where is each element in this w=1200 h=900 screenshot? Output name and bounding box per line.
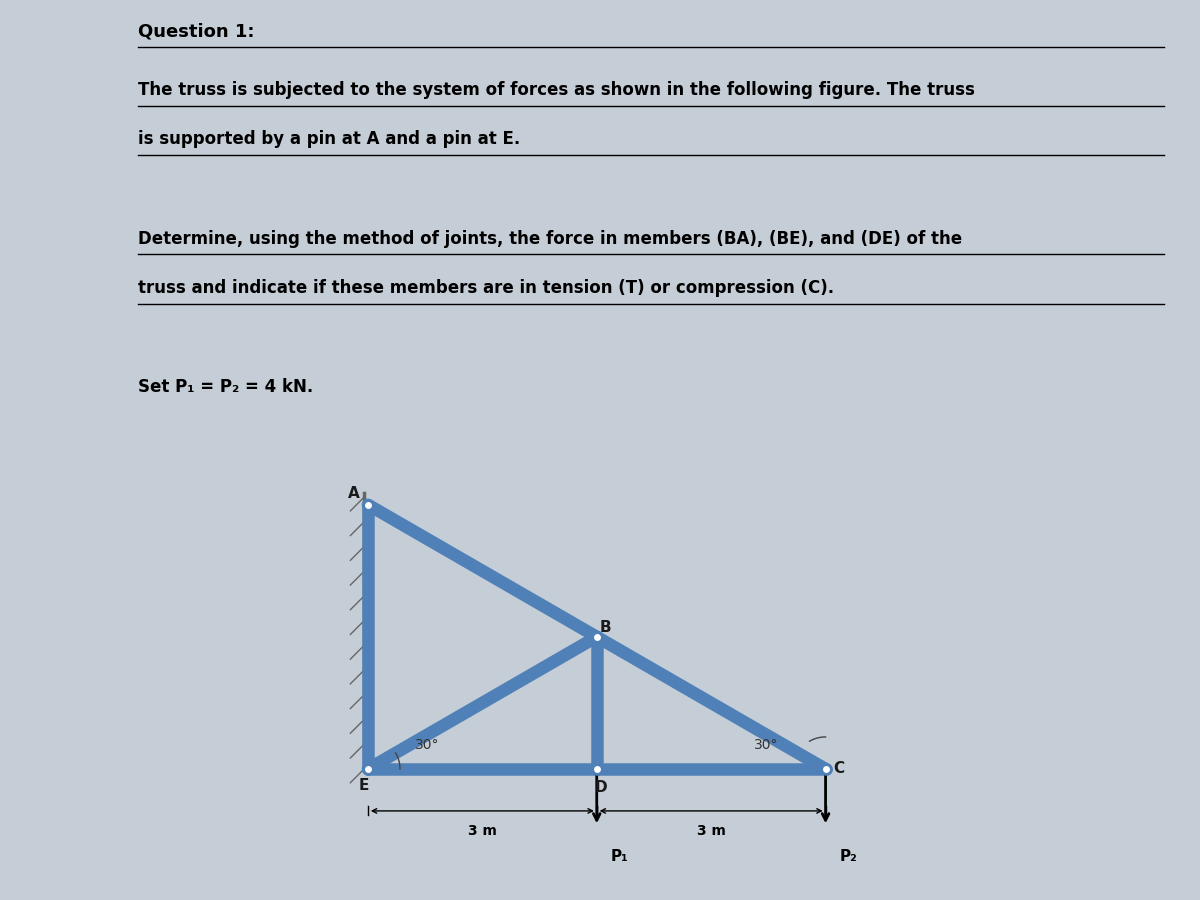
Text: 30°: 30° (754, 738, 779, 752)
Text: Question 1:: Question 1: (138, 22, 254, 40)
Text: is supported by a pin at A and a pin at E.: is supported by a pin at A and a pin at … (138, 130, 521, 148)
Text: D: D (594, 779, 607, 795)
Text: P₁: P₁ (611, 849, 629, 864)
Text: Determine, using the method of joints, the force in members (BA), (BE), and (DE): Determine, using the method of joints, t… (138, 230, 962, 248)
Text: P₂: P₂ (839, 849, 857, 864)
Text: 3 m: 3 m (468, 824, 497, 838)
Text: A: A (348, 486, 360, 500)
Text: Set P₁ = P₂ = 4 kN.: Set P₁ = P₂ = 4 kN. (138, 378, 313, 396)
Text: The truss is subjected to the system of forces as shown in the following figure.: The truss is subjected to the system of … (138, 81, 974, 99)
Text: E: E (359, 778, 370, 793)
Text: 30°: 30° (415, 738, 439, 752)
Text: 3 m: 3 m (697, 824, 726, 838)
Text: truss and indicate if these members are in tension (T) or compression (C).: truss and indicate if these members are … (138, 279, 834, 297)
Text: B: B (600, 620, 612, 635)
Text: C: C (834, 761, 845, 777)
